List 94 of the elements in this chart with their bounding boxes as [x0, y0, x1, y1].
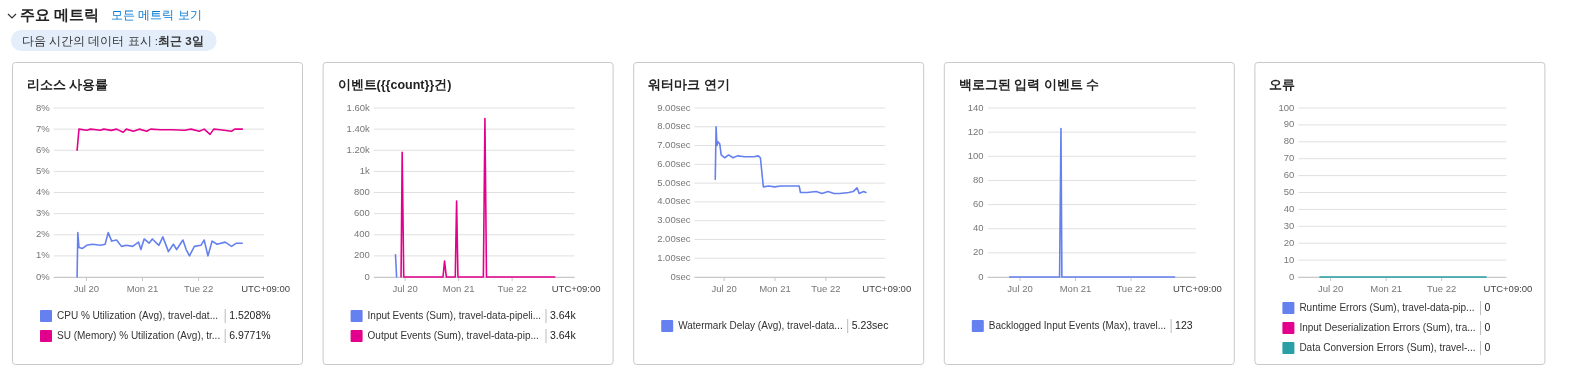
- chart-title: 리소스 사용률: [27, 78, 109, 92]
- y-tick-label: 80: [973, 173, 984, 185]
- y-tick-label: 1.20k: [346, 143, 371, 155]
- y-tick-label: 10: [1283, 253, 1295, 265]
- legend-label: Data Conversion Errors (Sum), travel-...: [1299, 341, 1476, 353]
- y-tick-label: 120: [967, 125, 984, 137]
- y-tick-label: 400: [353, 228, 370, 240]
- y-tick-label: 4.00sec: [657, 195, 691, 207]
- text: 123: [1175, 318, 1193, 331]
- y-tick-label: 40: [973, 222, 984, 234]
- y-tick-label: 9.00sec: [657, 101, 691, 113]
- text: 3.64k: [550, 308, 577, 321]
- text: 최근 3일: [157, 35, 204, 47]
- text: 5.23sec: [851, 318, 889, 331]
- x-tick-label: Jul 20: [73, 283, 100, 294]
- y-tick-label: 7%: [36, 122, 51, 134]
- x-tick-label: Tue 22: [1116, 283, 1146, 294]
- y-tick-label: 600: [353, 207, 370, 219]
- x-tick-label: Jul 20: [711, 283, 737, 294]
- x-tick-label: Jul 20: [1007, 283, 1033, 294]
- y-tick-label: 0sec: [670, 270, 691, 282]
- text: 1.5208%: [229, 308, 271, 321]
- y-tick-label: 1%: [36, 249, 51, 261]
- chart-title: 백로그된 입력 이벤트 수: [958, 78, 1100, 92]
- x-tick-label: Tue 22: [183, 283, 214, 294]
- y-tick-label: 20: [973, 246, 984, 258]
- x-tick-label: Tue 22: [811, 283, 841, 294]
- text: 6.9771%: [229, 328, 271, 341]
- chart-title: 워터마크 연기: [648, 78, 730, 92]
- y-tick-label: 100: [1278, 101, 1295, 113]
- x-tick-label: Mon 21: [1059, 283, 1092, 294]
- legend-label: Output Events (Sum), travel-data-pip...: [367, 329, 539, 341]
- text: 다음 시간의 데이터 표시 :: [22, 35, 158, 47]
- x-tick-label: Tue 22: [1427, 283, 1457, 294]
- text: 3.64k: [550, 328, 577, 341]
- y-tick-label: 3%: [36, 207, 51, 219]
- y-tick-label: 1k: [359, 164, 371, 176]
- y-tick-label: 60: [1283, 169, 1295, 181]
- legend-label: Input Events (Sum), travel-data-pipeli...: [367, 309, 542, 321]
- y-tick-label: 8%: [36, 101, 51, 113]
- x-tick-label: Mon 21: [759, 283, 791, 294]
- legend-label: Input Deserialization Errors (Sum), tra...: [1299, 321, 1476, 333]
- y-tick-label: 800: [353, 186, 370, 198]
- x-axis-title: UTC+09:00: [241, 283, 290, 294]
- text: 0: [1484, 320, 1491, 333]
- y-tick-label: 6%: [36, 143, 51, 155]
- y-tick-label: 70: [1283, 152, 1295, 164]
- y-tick-label: 0: [1288, 270, 1295, 282]
- text: 0: [1484, 340, 1491, 353]
- x-axis-title: UTC+09:00: [551, 283, 601, 294]
- chart-title: 오류: [1269, 78, 1296, 92]
- y-tick-label: 2.00sec: [657, 232, 691, 244]
- x-axis-title: UTC+09:00: [1172, 283, 1222, 294]
- legend-label: CPU % Utilization (Avg), travel-dat...: [57, 309, 218, 321]
- legend-label: Runtime Errors (Sum), travel-data-pip...: [1299, 301, 1475, 313]
- legend-label: SU (Memory) % Utilization (Avg), tr...: [57, 329, 221, 341]
- y-tick-label: 1.60k: [346, 101, 371, 113]
- y-tick-label: 6.00sec: [657, 157, 691, 169]
- y-tick-label: 30: [1283, 219, 1295, 231]
- x-tick-label: Tue 22: [497, 283, 527, 294]
- y-tick-label: 20: [1283, 236, 1295, 248]
- x-axis-title: UTC+09:00: [862, 283, 912, 294]
- legend-label: Backlogged Input Events (Max), travel...: [988, 319, 1167, 331]
- y-tick-label: 3.00sec: [657, 214, 691, 226]
- y-tick-label: 50: [1283, 186, 1295, 198]
- y-tick-label: 140: [967, 101, 984, 113]
- chart-title: 이벤트({{count}}건): [337, 78, 452, 92]
- y-tick-label: 90: [1283, 118, 1295, 130]
- y-tick-label: 5.00sec: [657, 176, 691, 188]
- text: 주요 메트릭: [20, 6, 100, 23]
- y-tick-label: 100: [967, 149, 984, 161]
- y-tick-label: 2%: [36, 228, 51, 240]
- text: 모든 메트릭 보기: [111, 9, 202, 21]
- x-axis-title: UTC+09:00: [1483, 283, 1533, 294]
- x-tick-label: Mon 21: [126, 283, 159, 294]
- y-tick-label: 1.40k: [346, 122, 371, 134]
- y-tick-label: 0: [364, 270, 370, 282]
- y-tick-label: 5%: [36, 164, 51, 176]
- y-tick-label: 200: [353, 249, 370, 261]
- y-tick-label: 60: [973, 198, 984, 210]
- y-tick-label: 80: [1283, 135, 1295, 147]
- x-tick-label: Mon 21: [1370, 283, 1402, 294]
- y-tick-label: 1.00sec: [657, 251, 691, 263]
- y-tick-label: 4%: [36, 186, 51, 198]
- y-tick-label: 40: [1283, 202, 1295, 214]
- y-tick-label: 8.00sec: [657, 120, 691, 132]
- legend-label: Watermark Delay (Avg), travel-data...: [678, 319, 843, 331]
- y-tick-label: 7.00sec: [657, 139, 691, 151]
- x-tick-label: Jul 20: [392, 283, 418, 294]
- x-tick-label: Mon 21: [442, 283, 475, 294]
- y-tick-label: 0%: [36, 270, 51, 282]
- x-tick-label: Jul 20: [1317, 283, 1344, 294]
- text: 0: [1484, 300, 1491, 313]
- y-tick-label: 0: [978, 270, 984, 282]
